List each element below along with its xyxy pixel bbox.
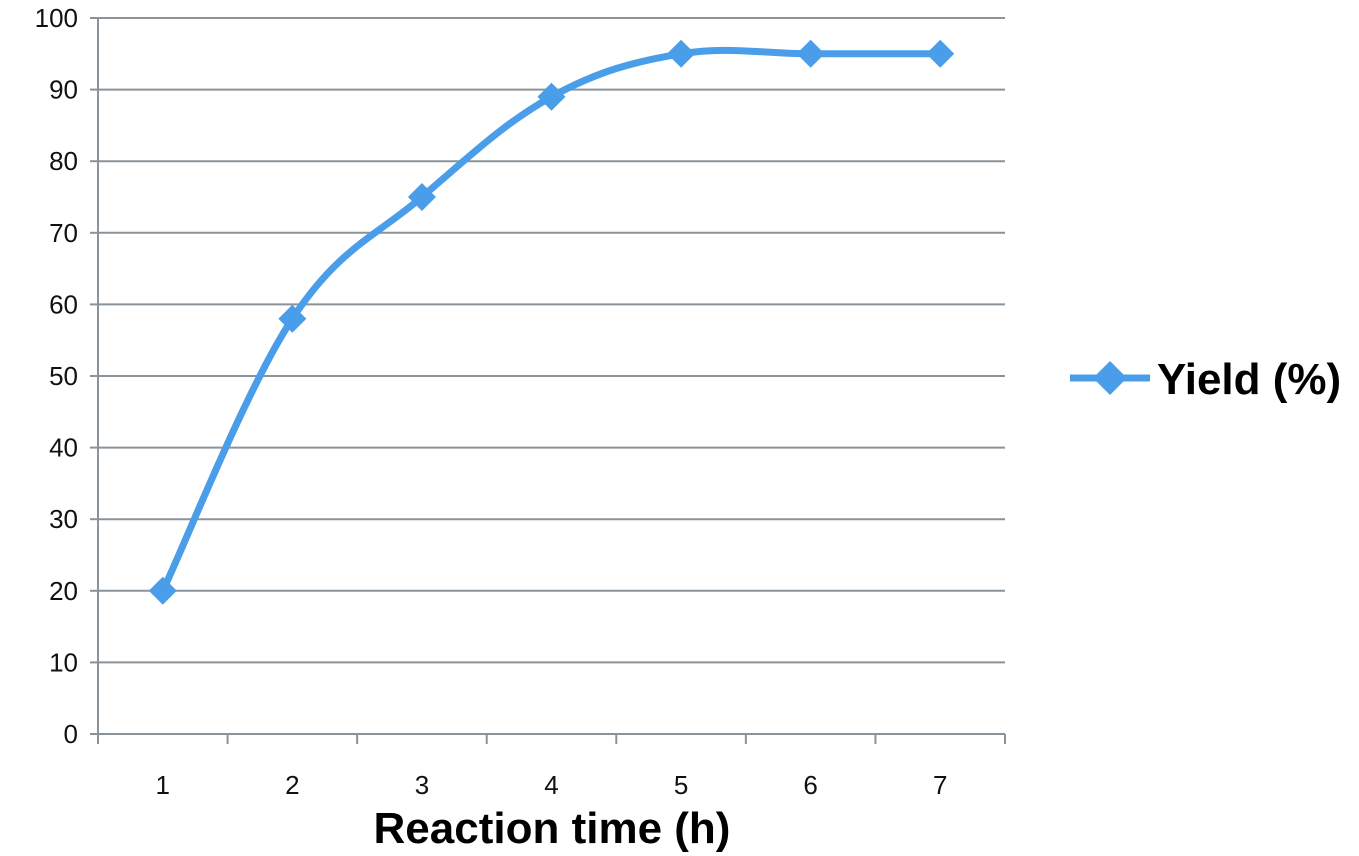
series-layer bbox=[148, 39, 955, 605]
data-point-marker bbox=[796, 39, 825, 68]
data-point-marker bbox=[667, 39, 696, 68]
legend-diamond-marker bbox=[1093, 361, 1127, 395]
x-tick-label: 3 bbox=[415, 770, 429, 800]
x-axis-title: Reaction time (h) bbox=[374, 804, 731, 853]
gridlines bbox=[98, 17, 1005, 664]
x-tick-label: 6 bbox=[803, 770, 817, 800]
y-tick-label: 100 bbox=[35, 3, 78, 33]
y-tick-label: 30 bbox=[49, 504, 78, 534]
y-tick-label: 90 bbox=[49, 75, 78, 105]
data-point-marker bbox=[278, 304, 307, 333]
y-tick-label: 50 bbox=[49, 361, 78, 391]
data-point-marker bbox=[148, 576, 177, 605]
y-tick-label: 0 bbox=[64, 719, 78, 749]
y-tick-label: 20 bbox=[49, 576, 78, 606]
x-tick-label: 7 bbox=[933, 770, 947, 800]
data-point-marker bbox=[537, 82, 566, 111]
y-tick-label: 80 bbox=[49, 146, 78, 176]
y-tick-label: 70 bbox=[49, 218, 78, 248]
y-tick-labels: 0 10 20 30 40 50 60 70 80 90 100 bbox=[35, 3, 78, 749]
y-tick-label: 10 bbox=[49, 647, 78, 677]
x-tick-label: 4 bbox=[544, 770, 558, 800]
axes bbox=[90, 17, 1006, 744]
data-point-marker bbox=[407, 183, 436, 211]
y-tick-label: 40 bbox=[49, 433, 78, 463]
y-tick-label: 60 bbox=[49, 289, 78, 319]
data-point-marker bbox=[926, 39, 955, 68]
x-tick-label: 1 bbox=[156, 770, 170, 800]
x-tick-label: 5 bbox=[674, 770, 688, 800]
legend: Yield (%) bbox=[1070, 355, 1341, 404]
series-line bbox=[159, 46, 944, 595]
x-tick-label: 2 bbox=[285, 770, 299, 800]
x-tick-labels: 1 2 3 4 5 6 7 bbox=[156, 770, 948, 800]
legend-label: Yield (%) bbox=[1157, 355, 1341, 404]
